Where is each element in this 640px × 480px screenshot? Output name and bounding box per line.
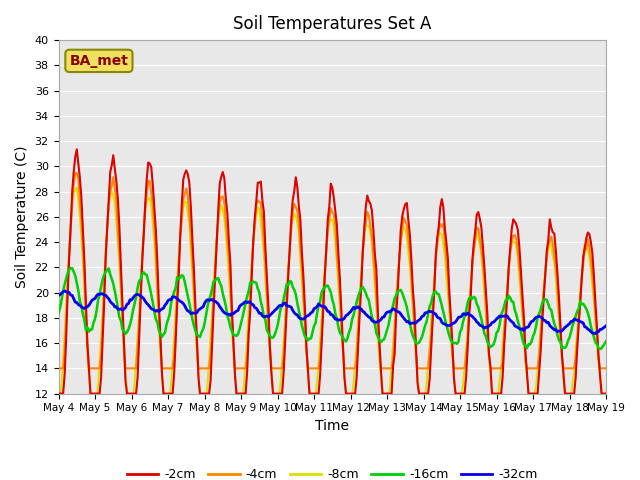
Text: BA_met: BA_met: [70, 54, 129, 68]
Legend: -2cm, -4cm, -8cm, -16cm, -32cm: -2cm, -4cm, -8cm, -16cm, -32cm: [122, 464, 543, 480]
Y-axis label: Soil Temperature (C): Soil Temperature (C): [15, 145, 29, 288]
X-axis label: Time: Time: [316, 419, 349, 433]
Title: Soil Temperatures Set A: Soil Temperatures Set A: [233, 15, 431, 33]
